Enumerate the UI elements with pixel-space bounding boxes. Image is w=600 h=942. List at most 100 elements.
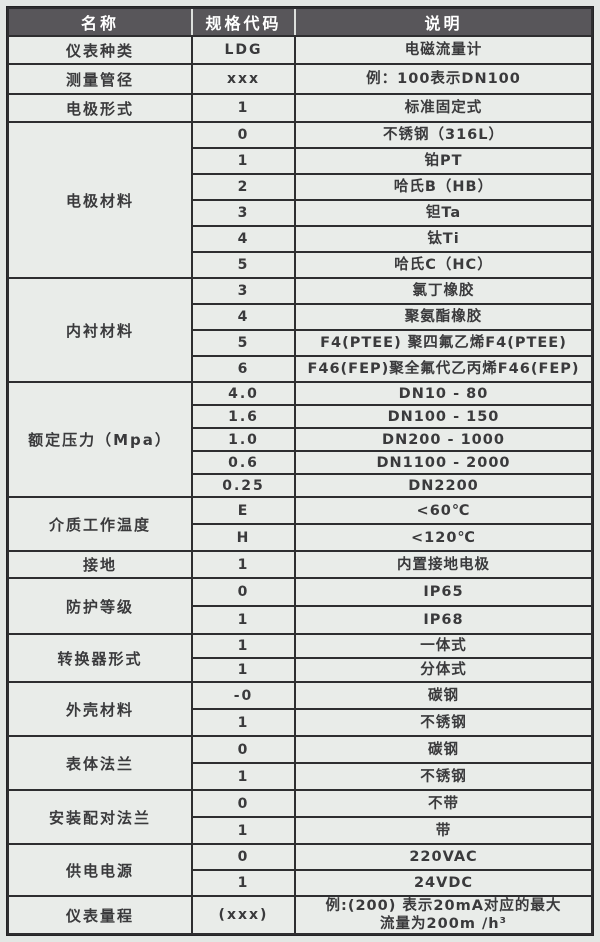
spec-desc-line: IP65	[423, 584, 464, 600]
spec-desc-line: DN2200	[408, 477, 479, 494]
column-header-name: 名称	[9, 9, 191, 35]
spec-desc-line: 不锈钢	[420, 768, 467, 785]
spec-name-cell: 测量管径	[9, 65, 191, 93]
spec-desc-cell: 不锈钢（316L）	[296, 123, 591, 147]
spec-code-cell: 4	[193, 227, 294, 251]
spec-desc-cell: IP68	[296, 607, 591, 633]
spec-code-cell: 1	[193, 659, 294, 681]
spec-desc-cell: DN200 - 1000	[296, 429, 591, 450]
spec-name-cell: 仪表量程	[9, 897, 191, 933]
spec-name-cell: 内衬材料	[9, 279, 191, 381]
spec-code-cell: 1	[193, 607, 294, 633]
column-header-code: 规格代码	[193, 9, 294, 35]
spec-desc-line: 例：100表示DN100	[366, 71, 521, 87]
spec-desc-cell: 例：100表示DN100	[296, 65, 591, 93]
spec-code-cell: 2	[193, 175, 294, 199]
spec-name-cell: 安装配对法兰	[9, 791, 191, 843]
spec-name-cell: 介质工作温度	[9, 498, 191, 550]
spec-desc-cell: 220VAC	[296, 845, 591, 869]
spec-desc-line: DN10 - 80	[398, 385, 489, 402]
spec-desc-cell: 铂PT	[296, 149, 591, 173]
spec-code-cell: 0	[193, 579, 294, 605]
spec-desc-line: <60℃	[416, 502, 471, 519]
spec-desc-line: 钽Ta	[425, 205, 462, 221]
spec-name-cell: 电极材料	[9, 123, 191, 277]
spec-desc-cell: 带	[296, 818, 591, 843]
spec-code-cell: 0.6	[193, 452, 294, 473]
spec-table: 名称 规格代码 说明 仪表种类 LDG 电磁流量计测量管径 xxx 例：100表示DN1…	[6, 6, 594, 936]
spec-name-cell: 接地	[9, 552, 191, 577]
spec-code-cell: 0	[193, 791, 294, 816]
spec-desc-line: IP68	[423, 612, 464, 628]
spec-code-cell: 1	[193, 764, 294, 789]
spec-desc-line: 碳钢	[428, 741, 459, 758]
spec-code-cell: 3	[193, 279, 294, 303]
spec-desc-line: 内置接地电极	[397, 556, 490, 573]
spec-code-cell: 1	[193, 710, 294, 735]
spec-code-cell: 1	[193, 95, 294, 121]
spec-code-cell: 0	[193, 845, 294, 869]
spec-desc-cell: 氯丁橡胶	[296, 279, 591, 303]
spec-desc-cell: F4(PTEE) 聚四氟乙烯F4(PTEE)	[296, 331, 591, 355]
spec-desc-cell: 钛Ti	[296, 227, 591, 251]
spec-desc-cell: 例:(200) 表示20mA对应的最大 流量为200m /h³	[296, 897, 591, 933]
spec-desc-cell: 一体式	[296, 635, 591, 657]
spec-desc-cell: F46(FEP)聚全氟代乙丙烯F46(FEP)	[296, 357, 591, 381]
spec-desc-cell: <120℃	[296, 525, 591, 550]
spec-name-cell: 仪表种类	[9, 37, 191, 63]
spec-name-cell: 表体法兰	[9, 737, 191, 789]
spec-desc-cell: DN2200	[296, 475, 591, 496]
spec-desc-line: 哈氏B（HB）	[393, 179, 494, 195]
spec-desc-cell: 聚氨酯橡胶	[296, 305, 591, 329]
spec-name-cell: 电极形式	[9, 95, 191, 121]
spec-desc-line: <120℃	[411, 529, 476, 546]
column-header-desc: 说明	[296, 9, 591, 35]
spec-desc-line: 电磁流量计	[404, 42, 483, 58]
spec-desc-cell: 电磁流量计	[296, 37, 591, 63]
spec-desc-line: DN1100 - 2000	[376, 454, 511, 471]
spec-code-cell: xxx	[193, 65, 294, 93]
spec-desc-line: 例:(200) 表示20mA对应的最大	[325, 898, 562, 914]
spec-desc-cell: 24VDC	[296, 871, 591, 895]
spec-code-cell: 5	[193, 253, 294, 277]
spec-code-cell: 0	[193, 123, 294, 147]
spec-table-header: 名称 规格代码 说明	[9, 9, 591, 35]
spec-desc-line: DN100 - 150	[387, 408, 500, 425]
spec-code-cell: E	[193, 498, 294, 523]
spec-name-cell: 转换器形式	[9, 635, 191, 681]
spec-desc-cell: 内置接地电极	[296, 552, 591, 577]
spec-desc-cell: DN1100 - 2000	[296, 452, 591, 473]
spec-desc-cell: IP65	[296, 579, 591, 605]
spec-desc-cell: 不锈钢	[296, 764, 591, 789]
spec-desc-cell: DN10 - 80	[296, 383, 591, 404]
spec-desc-line: 带	[435, 822, 452, 839]
spec-desc-line: 碳钢	[428, 687, 459, 704]
spec-desc-line: 220VAC	[409, 849, 478, 865]
spec-code-cell: 5	[193, 331, 294, 355]
spec-desc-cell: 碳钢	[296, 683, 591, 708]
spec-desc-cell: 标准固定式	[296, 95, 591, 121]
spec-code-cell: 1.6	[193, 406, 294, 427]
spec-desc-line: 聚氨酯橡胶	[404, 309, 483, 325]
spec-desc-line: DN200 - 1000	[382, 431, 505, 448]
spec-code-cell: 1	[193, 818, 294, 843]
spec-table-body: 仪表种类 LDG 电磁流量计 测量管径 xxx 例：100表示DN100 电极形式 1 标准固定…	[9, 37, 591, 933]
spec-desc-line: 一体式	[420, 638, 467, 654]
spec-desc-line: 标准固定式	[404, 100, 483, 116]
spec-name-cell: 额定压力（Mpa）	[9, 383, 191, 496]
spec-code-cell: 6	[193, 357, 294, 381]
spec-desc-line: 不锈钢（316L）	[382, 127, 504, 143]
spec-desc-cell: DN100 - 150	[296, 406, 591, 427]
spec-code-cell: LDG	[193, 37, 294, 63]
spec-desc-cell: 不锈钢	[296, 710, 591, 735]
spec-desc-cell: 哈氏C（HC）	[296, 253, 591, 277]
spec-name-cell: 供电电源	[9, 845, 191, 895]
spec-code-cell: 1	[193, 552, 294, 577]
spec-code-cell: 1	[193, 871, 294, 895]
spec-desc-line: 铂PT	[424, 153, 463, 169]
spec-code-cell: 4	[193, 305, 294, 329]
spec-desc-cell: 不带	[296, 791, 591, 816]
spec-desc-cell: 碳钢	[296, 737, 591, 762]
spec-desc-line: 分体式	[420, 662, 467, 678]
